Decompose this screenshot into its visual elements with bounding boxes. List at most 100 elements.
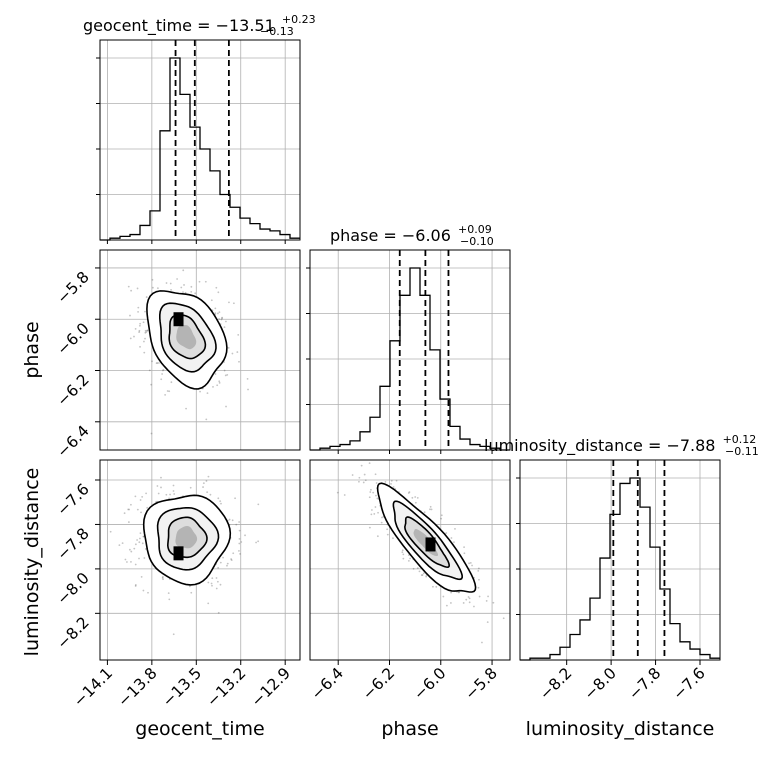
sample-point-ldist-vs-phase <box>360 464 363 467</box>
sample-point-ldist-vs-geocent-time <box>209 493 212 496</box>
sample-point-phase-vs-geocent-time <box>232 302 235 305</box>
sample-point-ldist-vs-geocent-time <box>128 508 131 511</box>
sample-point-ldist-vs-phase <box>386 528 389 531</box>
sample-point-ldist-vs-geocent-time <box>189 486 192 489</box>
sample-point-ldist-vs-geocent-time <box>238 550 240 552</box>
sample-point-ldist-vs-geocent-time <box>165 493 168 496</box>
sample-point-ldist-vs-geocent-time <box>133 547 136 550</box>
sample-point-ldist-vs-geocent-time <box>142 535 145 538</box>
sample-point-ldist-vs-phase <box>369 491 372 493</box>
sample-point-ldist-vs-geocent-time <box>240 541 243 543</box>
sample-point-ldist-vs-phase <box>414 496 417 498</box>
sample-point-phase-vs-geocent-time <box>214 312 217 314</box>
title-luminosity-distance-plus: +0.12 <box>723 433 757 446</box>
sample-point-ldist-vs-geocent-time <box>169 493 171 496</box>
sample-point-ldist-vs-phase <box>469 562 472 564</box>
sample-point-phase-vs-geocent-time <box>143 351 146 354</box>
xlabel-luminosity-distance: luminosity_distance <box>526 718 715 740</box>
sample-point-ldist-vs-phase <box>468 601 471 604</box>
sample-point-ldist-vs-geocent-time <box>139 499 142 501</box>
sample-point-ldist-vs-geocent-time <box>210 582 213 585</box>
sample-point-ldist-vs-phase <box>336 491 339 494</box>
sample-point-ldist-vs-geocent-time <box>205 480 208 482</box>
sample-point-ldist-vs-phase <box>445 532 448 534</box>
sample-point-ldist-vs-geocent-time <box>144 548 147 550</box>
sample-point-ldist-vs-geocent-time <box>230 559 233 562</box>
sample-point-ldist-vs-geocent-time <box>226 564 228 567</box>
sample-point-phase-vs-geocent-time <box>204 280 207 283</box>
xtick-label-luminosity-distance-0: −8.2 <box>536 664 575 703</box>
title-geocent-time-minus: −0.13 <box>260 25 294 38</box>
title-phase-minus: −0.10 <box>460 235 494 248</box>
sample-point-ldist-vs-geocent-time <box>127 521 130 523</box>
sample-point-ldist-vs-phase <box>471 564 473 567</box>
sample-point-phase-vs-geocent-time <box>223 326 226 329</box>
hist-step-luminosity-distance <box>520 477 720 661</box>
sample-point-phase-vs-geocent-time <box>182 291 184 294</box>
sample-point-ldist-vs-geocent-time <box>219 561 222 564</box>
sample-point-ldist-vs-geocent-time <box>231 519 234 522</box>
sample-point-ldist-vs-phase <box>467 596 470 598</box>
sample-point-ldist-vs-geocent-time <box>217 611 220 614</box>
sample-point-phase-vs-geocent-time <box>152 286 154 289</box>
sample-point-ldist-vs-geocent-time <box>216 580 219 583</box>
sample-point-ldist-vs-geocent-time <box>134 495 137 498</box>
sample-point-phase-vs-geocent-time <box>218 380 221 383</box>
sample-point-ldist-vs-phase <box>375 482 378 484</box>
sample-point-ldist-vs-geocent-time <box>118 544 121 547</box>
xtick-label-phase-2: −6.0 <box>410 664 449 703</box>
sample-point-ldist-vs-geocent-time <box>257 503 260 506</box>
sample-point-ldist-vs-phase <box>373 513 376 515</box>
ytick-label-phase-2: −6.0 <box>53 319 92 358</box>
sample-point-ldist-vs-geocent-time <box>138 557 140 560</box>
sample-point-phase-vs-geocent-time <box>138 329 141 332</box>
title-luminosity-distance-main: luminosity_distance = −7.88 <box>484 436 715 456</box>
frame-phase-vs-geocent-time <box>99 249 301 451</box>
sample-point-phase-vs-geocent-time <box>190 290 193 293</box>
sample-point-phase-vs-geocent-time <box>225 405 227 408</box>
sample-point-phase-vs-geocent-time <box>129 314 131 317</box>
sample-point-ldist-vs-geocent-time <box>238 521 241 523</box>
sample-point-ldist-vs-geocent-time <box>141 542 144 545</box>
sample-point-ldist-vs-phase <box>502 617 505 620</box>
sample-point-phase-vs-geocent-time <box>133 335 135 338</box>
sample-point-ldist-vs-phase <box>477 569 480 572</box>
xtick-label-luminosity-distance-1: −8.0 <box>581 664 620 703</box>
sample-point-ldist-vs-geocent-time <box>134 584 137 586</box>
sample-point-ldist-vs-phase <box>458 591 460 594</box>
sample-point-ldist-vs-phase <box>450 537 453 539</box>
sample-point-ldist-vs-phase <box>430 508 433 511</box>
sample-point-ldist-vs-phase <box>407 554 410 556</box>
title-phase-plus: +0.09 <box>458 223 492 236</box>
sample-point-ldist-vs-geocent-time <box>206 491 209 494</box>
sample-point-phase-vs-geocent-time <box>166 390 169 392</box>
sample-point-ldist-vs-geocent-time <box>257 540 260 543</box>
sample-point-ldist-vs-geocent-time <box>228 518 231 521</box>
sample-point-ldist-vs-geocent-time <box>139 537 141 540</box>
sample-point-ldist-vs-geocent-time <box>167 592 170 595</box>
sample-point-ldist-vs-phase <box>390 483 392 485</box>
sample-point-ldist-vs-geocent-time <box>172 633 175 636</box>
sample-point-ldist-vs-geocent-time <box>230 558 233 560</box>
sample-point-ldist-vs-geocent-time <box>217 566 220 569</box>
sample-point-ldist-vs-geocent-time <box>160 486 162 489</box>
sample-point-phase-vs-geocent-time <box>130 289 133 292</box>
sample-point-phase-vs-geocent-time <box>236 351 239 353</box>
frame-ldist-vs-phase <box>309 459 511 661</box>
sample-point-phase-vs-geocent-time <box>144 331 147 334</box>
sample-point-ldist-vs-geocent-time <box>128 548 131 551</box>
ytick-label-luminosity-distance-1: −8.0 <box>53 569 92 608</box>
sample-point-ldist-vs-geocent-time <box>255 541 257 544</box>
sample-point-ldist-vs-phase <box>409 557 412 560</box>
sample-point-phase-vs-geocent-time <box>161 373 164 375</box>
xtick-label-geocent-time-0: −14.1 <box>70 664 116 710</box>
sample-point-ldist-vs-phase <box>442 595 445 598</box>
sample-point-ldist-vs-geocent-time <box>220 502 222 505</box>
sample-point-ldist-vs-phase <box>384 480 387 483</box>
sample-point-ldist-vs-phase <box>368 496 371 499</box>
frame-hist-luminosity-distance <box>519 459 721 661</box>
sample-point-ldist-vs-phase <box>423 511 426 514</box>
sample-point-ldist-vs-geocent-time <box>202 486 204 488</box>
sample-point-phase-vs-geocent-time <box>144 329 147 332</box>
sample-point-phase-vs-geocent-time <box>215 286 218 289</box>
